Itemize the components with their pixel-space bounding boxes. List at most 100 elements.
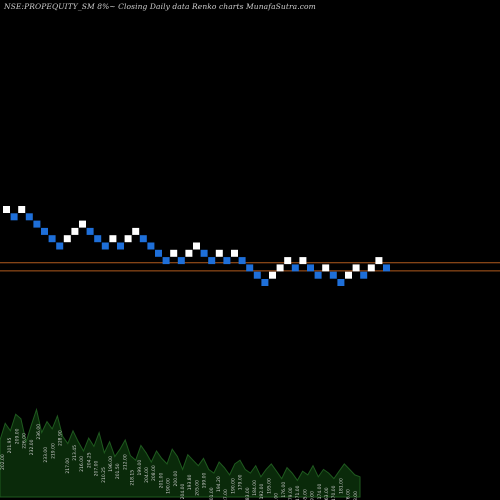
volume-price-label: 190.00 <box>230 478 236 494</box>
renko-brick <box>94 235 102 243</box>
renko-brick <box>18 206 26 213</box>
volume-price-label: 213.45 <box>72 445 78 461</box>
renko-brick <box>117 242 124 250</box>
volume-price-label: 179.00 <box>238 474 244 490</box>
volume-price-label: 201.50 <box>115 463 121 479</box>
renko-brick <box>383 264 390 272</box>
renko-brick <box>360 271 368 279</box>
volume-price-label: 184.00 <box>252 480 258 496</box>
renko-brick <box>261 279 269 286</box>
renko-brick <box>200 249 208 257</box>
renko-brick <box>215 249 223 257</box>
renko-brick <box>276 264 284 272</box>
renko-brick <box>25 213 33 221</box>
volume-price-label: 236.00 <box>36 424 42 440</box>
volume-price-label: 216.00 <box>79 456 85 472</box>
renko-brick <box>291 264 299 272</box>
volume-price-label: 219.00 <box>50 443 56 459</box>
volume-price-label: 190.00 <box>166 478 172 494</box>
renko-brick <box>352 264 360 272</box>
volume-price-label: 194.20 <box>216 476 222 492</box>
volume-price-label: 178.00 <box>353 491 359 500</box>
volume-price-label: 196.00 <box>108 456 114 472</box>
renko-brick <box>322 264 330 272</box>
volume-price-label: 201.00 <box>209 487 215 500</box>
chart-title: NSE:PROPEQUITY_SM 8%~ Closing Daily data… <box>4 2 316 11</box>
volume-price-label: 174.00 <box>317 484 323 500</box>
renko-brick <box>71 227 79 235</box>
renko-brick <box>10 213 18 221</box>
volume-price-label: 169.00 <box>310 491 316 500</box>
volume-price-label: 232.00 <box>29 439 35 455</box>
volume-price-label: 201.95 <box>7 438 13 454</box>
renko-brick <box>238 257 246 265</box>
volume-price-label: 210.25 <box>101 467 107 483</box>
volume-price-label: 209.00 <box>14 428 20 444</box>
volume-price-label: 183.00 <box>245 487 251 500</box>
renko-brick <box>147 242 155 250</box>
volume-price-label: 218.15 <box>130 470 136 486</box>
renko-brick <box>48 235 56 243</box>
renko-brick <box>375 257 383 265</box>
renko-brick <box>367 264 375 272</box>
renko-brick <box>101 242 109 250</box>
volume-price-label: 199.00 <box>137 460 143 476</box>
volume-price-label: 176.00 <box>281 482 287 498</box>
renko-brick <box>79 220 86 228</box>
volume-price-label: 179.00 <box>288 487 294 500</box>
renko-brick <box>86 227 94 235</box>
renko-brick <box>299 257 307 265</box>
renko-brick <box>132 227 140 235</box>
volume-price-label: 205.00 <box>194 480 200 496</box>
renko-brick <box>170 249 178 257</box>
renko-brick <box>41 227 48 235</box>
volume-price-label: 226.00 <box>22 433 28 449</box>
renko-brick <box>269 271 276 279</box>
renko-brick <box>193 242 200 250</box>
volume-price-label: 201.00 <box>158 472 164 488</box>
renko-brick <box>139 235 147 243</box>
volume-price-label: 187.00 <box>223 489 229 500</box>
renko-brick <box>337 279 345 286</box>
volume-price-label: 176.00 <box>346 489 352 500</box>
volume-price-label: 204.25 <box>86 452 92 468</box>
volume-price-label: 193.80 <box>187 474 193 490</box>
renko-brick <box>63 235 71 243</box>
volume-price-label: 165.00 <box>302 489 308 500</box>
volume-price-label: 200.00 <box>173 471 179 487</box>
renko-brick <box>3 206 10 213</box>
renko-brick <box>246 264 254 272</box>
volume-price-label: 180.00 <box>274 493 280 500</box>
renko-brick <box>307 264 314 272</box>
renko-brick <box>185 249 193 257</box>
renko-brick <box>314 271 322 279</box>
renko-brick <box>155 249 162 257</box>
volume-price-label: 181.00 <box>338 478 344 494</box>
renko-brick <box>329 271 337 279</box>
volume-price-label: 233.00 <box>43 447 49 463</box>
volume-price-label: 208.00 <box>151 465 157 481</box>
volume-price-label: 204.00 <box>144 467 150 483</box>
volume-area <box>0 407 361 498</box>
renko-brick <box>284 257 292 265</box>
volume-price-label: 228.90 <box>58 430 64 446</box>
volume-price-label: 195.00 <box>266 478 272 494</box>
volume-price-label: 207.00 <box>94 461 100 477</box>
volume-price-label: 212.00 <box>122 454 128 470</box>
volume-price-label: 199.00 <box>202 472 208 488</box>
renko-brick <box>56 242 64 250</box>
volume-price-label: 217.00 <box>65 458 71 474</box>
volume-price-label: 163.00 <box>324 487 330 500</box>
renko-brick <box>33 220 41 228</box>
volume-price-label: 204.00 <box>180 484 186 500</box>
volume-price-label: 192.00 <box>259 484 265 500</box>
renko-brick <box>177 257 185 265</box>
volume-price-label: 170.00 <box>331 485 337 500</box>
volume-price-label: 202.00 <box>0 454 6 470</box>
renko-brick <box>253 271 261 279</box>
renko-brick <box>162 257 170 265</box>
renko-brick <box>109 235 117 243</box>
renko-brick <box>345 271 352 279</box>
renko-brick <box>231 249 238 257</box>
